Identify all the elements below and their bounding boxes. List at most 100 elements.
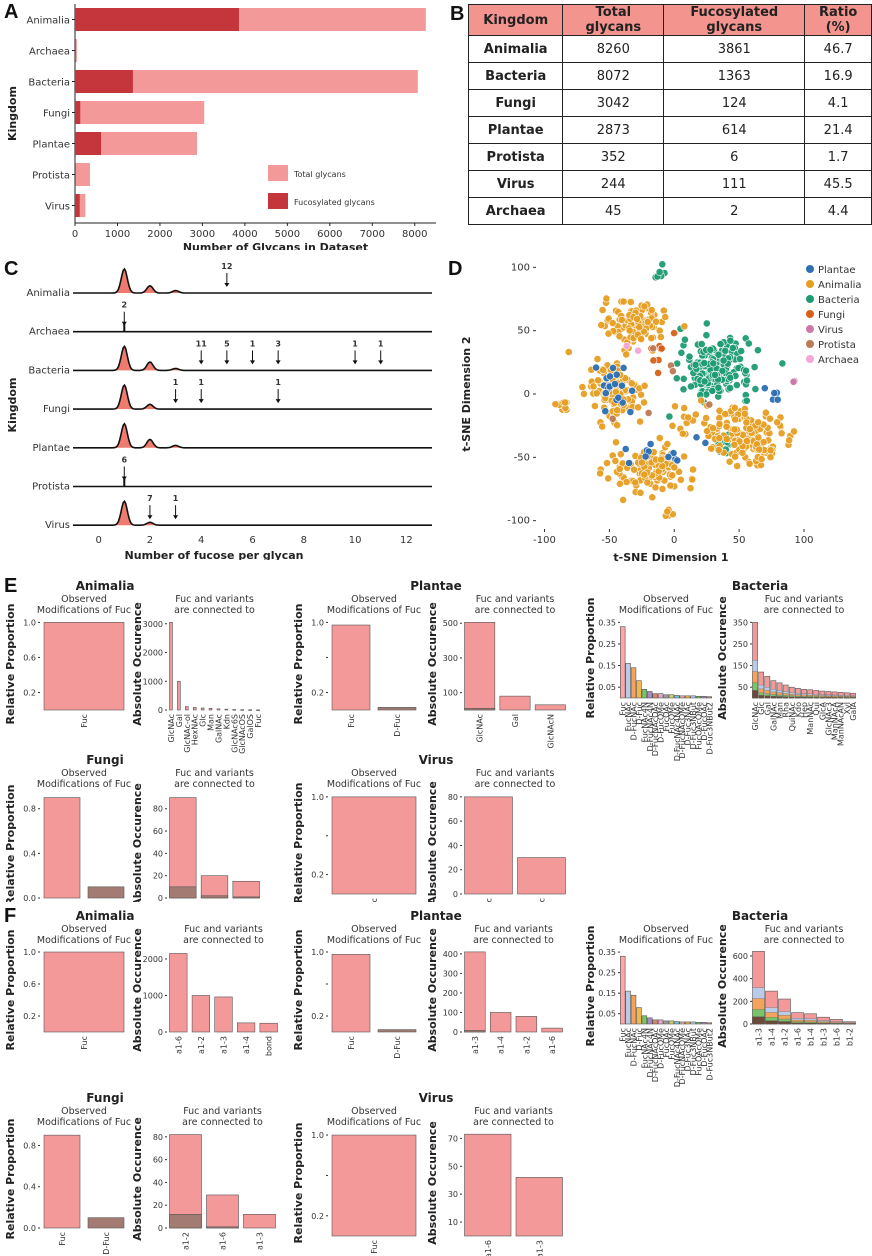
bar-glcnac6s xyxy=(232,709,237,711)
y-tick-label: 0.8 xyxy=(23,805,36,814)
x-tick-label: D-Fuc3NBut2 xyxy=(705,1028,714,1081)
bar-fuc xyxy=(619,955,626,1025)
subtitle-left-line: Modifications of Fuc xyxy=(37,605,131,616)
legend-label-animalia: Animalia xyxy=(818,280,862,291)
x-tick-label: 0 xyxy=(671,535,677,546)
x-tick-label: Hep xyxy=(800,702,809,718)
bar-segment-man xyxy=(776,696,783,699)
scatter-point-animalia xyxy=(766,446,775,455)
scatter-point-animalia xyxy=(593,355,602,363)
scatter-point-animalia xyxy=(617,316,626,324)
x-tick-label: 100 xyxy=(794,535,813,546)
facet-title-bacteria: Bacteria xyxy=(732,909,788,923)
bar-d-fuc xyxy=(377,707,417,711)
scatter-point-plantae xyxy=(760,384,769,393)
scatter-point-plantae xyxy=(610,380,619,389)
scatter-point-plantae xyxy=(773,395,782,404)
x-tick-label: D-FucNAcOAc xyxy=(651,1028,660,1082)
scatter-point-animalia xyxy=(766,453,775,462)
scatter-point-animalia xyxy=(790,427,798,436)
subtitle-right-line: Fuc and variants xyxy=(175,594,254,605)
ridge-area-fungi xyxy=(73,385,432,410)
scatter-point-fungi xyxy=(670,329,678,337)
bar-galos xyxy=(248,709,252,711)
ridge-label-plantae: Plantae xyxy=(33,443,70,454)
bar-chart-a: Animalia Archaea Bacteria Fungi Plantae Proti… xyxy=(6,4,436,250)
y-axis-title-right: Absolute Occurence xyxy=(131,928,144,1052)
scatter-point-plantae xyxy=(701,438,710,447)
y-tick-label: 40 xyxy=(153,1178,163,1187)
x-tick-label: GlcNAcOS xyxy=(238,714,247,754)
scatter-point-bacteria xyxy=(700,377,709,386)
x-axis-title: t-SNE Dimension 1 xyxy=(613,551,728,564)
scatter-point-animalia xyxy=(630,465,638,474)
scatter-point-animalia xyxy=(604,474,613,483)
ridge-label-fungi: Fungi xyxy=(43,404,70,415)
scatter-point-plantae xyxy=(612,370,621,379)
scatter-point-animalia xyxy=(670,463,679,472)
scatter-point-animalia xyxy=(615,332,624,341)
x-tick-label: Man xyxy=(776,702,785,719)
y-axis-title: t-SNE Dimension 2 xyxy=(460,336,473,451)
scatter-point-animalia xyxy=(637,458,646,467)
scatter-point-animalia xyxy=(631,478,640,487)
bar-d-fucnacome xyxy=(679,695,685,699)
scatter-point-animalia xyxy=(722,435,731,443)
scatter-point-animalia xyxy=(659,306,668,315)
y-tick-label: 0.15 xyxy=(598,989,616,998)
y-tick-label: 250 xyxy=(733,640,748,649)
bar-segment-b1-2 xyxy=(843,1023,856,1025)
scatter-point-animalia xyxy=(766,414,774,423)
table-cell-kingdom: Archaea xyxy=(467,197,564,225)
annotation-arrow-head xyxy=(378,360,384,365)
x-tick-label: GalA xyxy=(849,701,858,720)
scatter-point-animalia xyxy=(658,484,667,493)
x-tick-label: FucNAc xyxy=(624,702,633,731)
scatter-point-animalia xyxy=(686,484,695,493)
x-tick-label: Glc xyxy=(757,702,766,715)
bar-d-fucome xyxy=(657,1019,664,1025)
annotation-arrow-head xyxy=(173,515,179,520)
scatter-point-bacteria xyxy=(753,346,762,355)
scatter-point-animalia xyxy=(745,459,754,468)
annotation-arrow-head xyxy=(224,360,230,365)
y-tick-label: 0.15 xyxy=(598,662,616,671)
x-tick-label: a1-6 xyxy=(794,1028,803,1046)
scatter-point-bacteria xyxy=(672,374,681,383)
bar-fucnac xyxy=(625,990,631,1025)
subtitle-right-line: Fuc and variants xyxy=(476,768,555,779)
annotation-count: 12 xyxy=(221,262,232,271)
scatter-point-bacteria xyxy=(708,386,717,395)
bar-segment-mannacan xyxy=(837,697,844,699)
scatter-point-bacteria xyxy=(685,352,694,361)
x-tick-label: a1-2 xyxy=(182,1232,191,1250)
x-tick-label: GlcNAc-ol xyxy=(183,714,192,753)
scatter-point-protista xyxy=(644,408,653,417)
x-tick-label: D-FucOAc xyxy=(700,1028,709,1067)
scatter-point-plantae xyxy=(617,381,626,390)
y-axis-title-left: Relative Proportion xyxy=(292,930,305,1051)
bar-fucosylated-protista xyxy=(75,163,76,186)
y-axis-title-right: Absolute Occurence xyxy=(716,596,729,720)
x-tick-label: D-FucOAc xyxy=(700,702,709,741)
scatter-point-animalia xyxy=(596,469,604,478)
scatter-point-bacteria xyxy=(680,335,689,344)
x-tick-label: Fuc xyxy=(619,702,628,716)
bar-d-fucnac4n xyxy=(647,691,653,699)
x-axis-title: Number of fucose per glycan xyxy=(125,549,304,560)
bar-d-fuc3nbut xyxy=(690,695,696,699)
x-tick-label: D-Fuc xyxy=(635,702,644,725)
bar-total-bacteria xyxy=(75,70,418,93)
scatter-point-animalia xyxy=(652,317,660,326)
table-cell-kingdom: Bacteria xyxy=(467,62,564,90)
scatter-point-animalia xyxy=(622,478,631,486)
bar-glcnac xyxy=(464,622,496,711)
scatter-point-bacteria xyxy=(726,384,734,392)
facet-title-plantae: Plantae xyxy=(410,579,462,593)
annotation-count: 2 xyxy=(121,301,127,310)
scatter-point-animalia xyxy=(626,298,635,306)
bar-fucoac xyxy=(663,694,669,699)
scatter-point-animalia xyxy=(602,294,611,303)
subtitle-left-line: Observed xyxy=(351,768,397,779)
x-tick-label: D-FucNAc4N xyxy=(646,1028,655,1077)
